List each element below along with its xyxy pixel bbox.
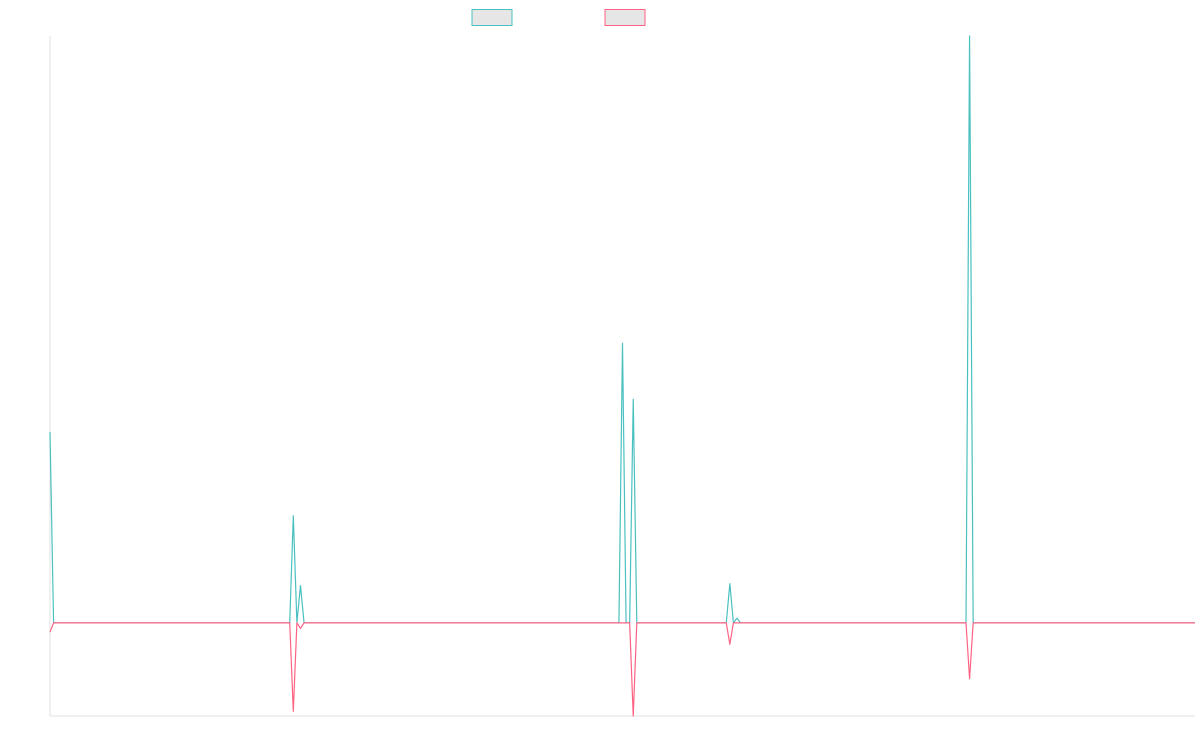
legend-swatch-series-2[interactable] — [604, 9, 646, 26]
series-2-line — [49, 622, 1195, 717]
series-1-line — [49, 35, 1195, 624]
legend — [471, 9, 646, 26]
series-layer — [49, 35, 1195, 717]
axes — [49, 36, 1195, 717]
legend-swatch-series-1[interactable] — [471, 9, 513, 26]
